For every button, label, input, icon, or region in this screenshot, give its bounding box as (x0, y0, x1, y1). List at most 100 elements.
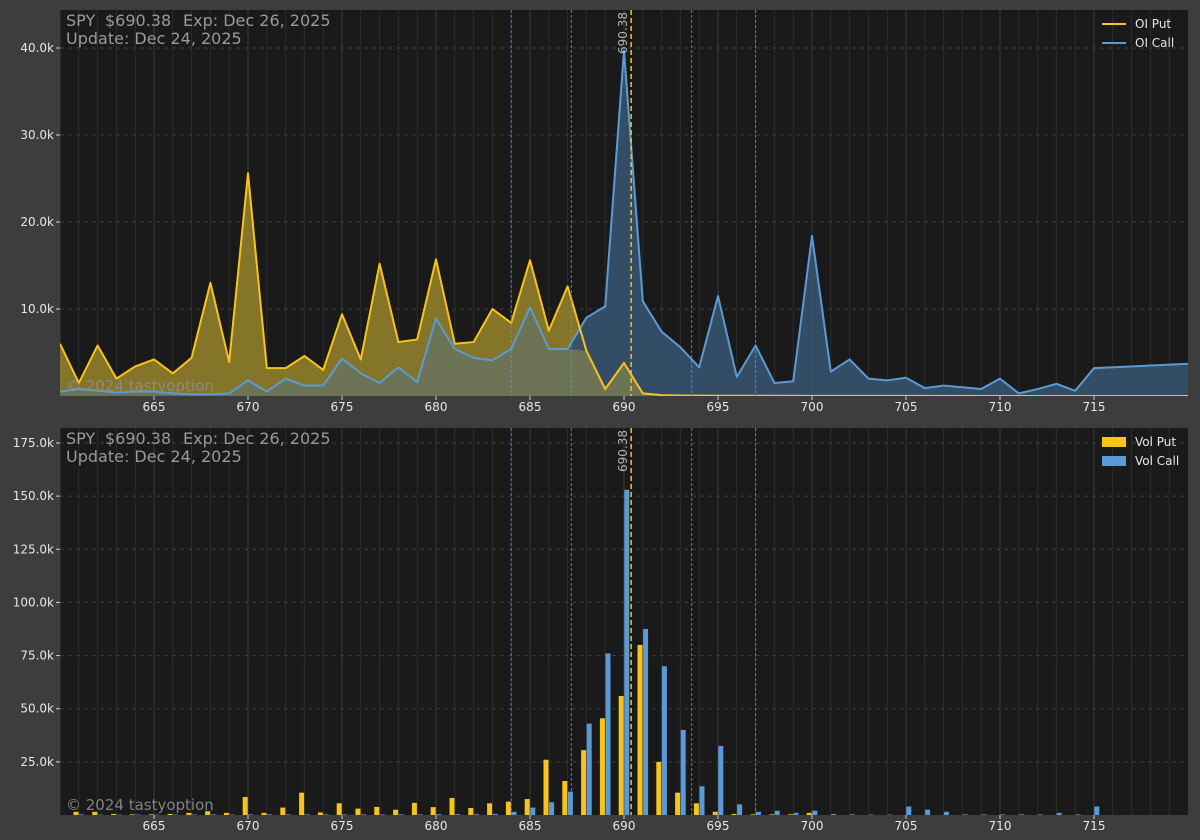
x-tick-label: 685 (519, 400, 542, 414)
vol-call-bar (79, 814, 85, 815)
vol-put-bar (299, 792, 305, 815)
y-tick-label: 40.0k (20, 41, 54, 55)
vol-call-bar (943, 811, 949, 815)
vol-put-bar (731, 813, 737, 815)
vol-call-bar (1094, 806, 1100, 815)
legend-swatch (1102, 456, 1126, 466)
vol-call-bar (511, 811, 517, 815)
vol-call-bar (925, 809, 931, 815)
legend-label: OI Call (1135, 36, 1174, 50)
price-label: $690.38 (105, 429, 171, 448)
expiration-label: Exp: Dec 26, 2025 (183, 11, 331, 30)
vol-put-bar (787, 814, 793, 815)
vol-put-bar (205, 811, 211, 815)
vol-call-bar (586, 723, 592, 815)
legend-label: Vol Put (1135, 435, 1176, 449)
vol-put-bar (750, 814, 756, 815)
x-tick-label: 670 (237, 819, 260, 833)
update-label: Update: Dec 24, 2025 (66, 447, 242, 466)
vol-call-bar (1000, 814, 1006, 815)
vol-call-bar (605, 653, 611, 815)
legend: Vol Put Vol Call (1102, 435, 1179, 468)
vol-call-bar (248, 814, 254, 815)
legend-label: OI Put (1135, 17, 1171, 31)
y-tick-label: 10.0k (20, 302, 54, 316)
vol-call-bar (530, 807, 536, 815)
vol-put-bar (355, 808, 361, 815)
open-interest-chart: 690.38 10.0k 20.0k 30.0k 40.0k 665 670 675 680 68… (20, 10, 1188, 414)
oi-overlap-area (60, 307, 1188, 396)
oi-put-area (60, 173, 1188, 396)
vol-put-bar (637, 644, 643, 815)
vol-call-bar (1075, 814, 1081, 815)
x-tick-label: 710 (989, 400, 1012, 414)
oi-put-line (60, 172, 1188, 396)
x-tick-label: 710 (989, 819, 1012, 833)
vol-call-bar (285, 814, 291, 815)
x-tick-label: 715 (1083, 400, 1106, 414)
vol-call-bar (661, 666, 667, 815)
x-tick-label: 695 (707, 400, 730, 414)
vol-call-bar (436, 814, 442, 815)
y-tick-label: 175.0k (13, 436, 54, 450)
y-tick-label: 100.0k (13, 595, 54, 609)
y-tick-label: 25.0k (20, 755, 54, 769)
watermark: © 2024 tastyoption (66, 796, 214, 814)
ticker-label: SPY (66, 11, 95, 30)
vol-put-bar (449, 797, 455, 815)
volume-chart: 690.38 25.0k 50.0k 75.0k 100.0k 125.0k 150.0k 1… (13, 428, 1188, 833)
vol-call-bar (981, 814, 987, 815)
oi-call-line (60, 49, 1188, 396)
x-tick-label: 695 (707, 819, 730, 833)
x-tick-label: 675 (331, 400, 354, 414)
vol-put-bar (111, 813, 117, 815)
vol-put-bar (242, 796, 248, 815)
vol-call-bar (267, 814, 273, 815)
vol-call-bar (849, 814, 855, 815)
vol-call-bar (831, 813, 837, 815)
y-tick-label: 75.0k (20, 649, 54, 663)
vol-put-bar (92, 811, 98, 815)
x-tick-label: 680 (425, 400, 448, 414)
vol-put-bar (712, 811, 718, 815)
vol-call-bar (361, 814, 367, 815)
vol-call-bar (774, 810, 780, 815)
vol-put-bar (769, 814, 775, 815)
vol-put-bar (581, 750, 587, 815)
vol-call-bar (567, 791, 573, 815)
vol-put-bar (430, 807, 436, 815)
vol-call-bar (473, 814, 479, 815)
vol-call-bar (624, 489, 630, 815)
vol-call-bar (1056, 812, 1062, 815)
x-tick-label: 680 (425, 819, 448, 833)
watermark: © 2024 tastyoption (66, 377, 214, 395)
x-tick-label: 665 (143, 819, 166, 833)
vol-call-bar (962, 814, 968, 815)
vol-put-bar (280, 807, 286, 815)
price-line-label: 690.38 (616, 12, 630, 54)
vol-put-bar (336, 803, 342, 815)
x-tick-label: 685 (519, 819, 542, 833)
vol-put-bar (393, 809, 399, 815)
vol-call-bar (680, 729, 686, 815)
oi-call-area (60, 50, 1188, 396)
series-group (60, 49, 1188, 396)
vol-put-bar (374, 806, 380, 815)
vol-call-bar (1019, 814, 1025, 815)
x-tick-label: 700 (801, 400, 824, 414)
legend-label: Vol Call (1135, 454, 1179, 468)
vol-call-bar (455, 814, 461, 815)
vol-put-bar (261, 812, 267, 815)
vol-put-bar (487, 803, 493, 815)
x-tick-label: 690 (613, 400, 636, 414)
vol-put-bar (524, 799, 530, 815)
vol-call-bar (417, 814, 423, 815)
x-tick-label: 690 (613, 819, 636, 833)
vol-put-bar (675, 792, 681, 815)
vol-put-bar (562, 780, 568, 815)
vol-call-bar (699, 786, 705, 815)
update-label: Update: Dec 24, 2025 (66, 29, 242, 48)
x-tick-label: 715 (1083, 819, 1106, 833)
